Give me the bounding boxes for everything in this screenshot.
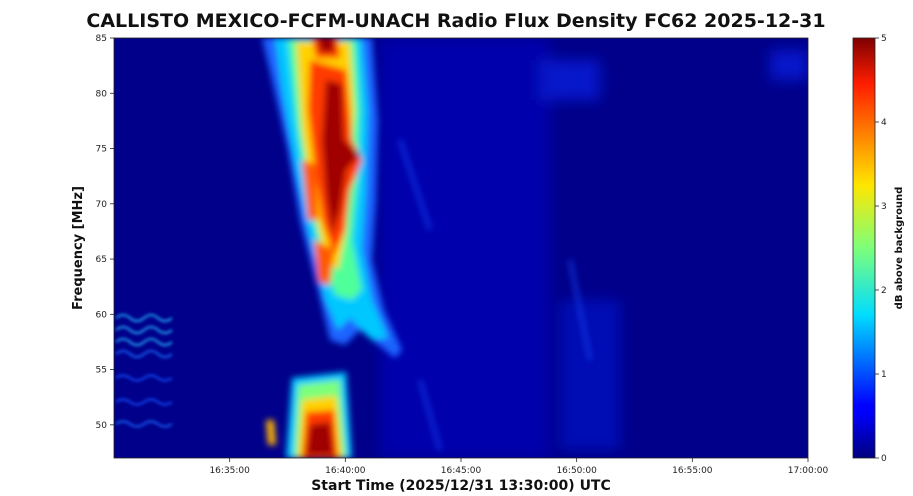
colorbar: 0 1 2 3 4 5 dB above background <box>852 34 905 464</box>
x-tick-label: 16:40:00 <box>325 466 366 476</box>
x-tick-label: 16:55:00 <box>672 466 713 476</box>
colorbar-label: dB above background <box>894 187 905 310</box>
y-tick-label: 55 <box>96 366 107 376</box>
y-tick-label: 85 <box>96 34 107 44</box>
colorbar-tick-label: 0 <box>881 454 887 464</box>
x-tick-label: 17:00:00 <box>788 466 829 476</box>
x-axis-label: Start Time (2025/12/31 13:30:00) UTC <box>311 478 611 494</box>
y-tick-label: 50 <box>96 421 108 431</box>
y-tick-label: 80 <box>96 89 108 99</box>
colorbar-tick-label: 5 <box>881 34 887 44</box>
y-tick-label: 70 <box>96 200 108 210</box>
y-tick-label: 60 <box>96 310 108 320</box>
y-axis: 50 55 60 65 70 75 80 85 <box>96 34 114 431</box>
colorbar-tick-label: 2 <box>881 286 887 296</box>
burst-emission <box>115 38 808 458</box>
x-tick-label: 16:45:00 <box>441 466 482 476</box>
y-tick-label: 75 <box>96 145 107 155</box>
x-tick-label: 16:35:00 <box>209 466 250 476</box>
y-axis-label: Frequency [MHz] <box>71 186 86 310</box>
y-tick-label: 65 <box>96 255 107 265</box>
colorbar-tick-label: 3 <box>881 202 887 212</box>
x-axis: 16:35:00 16:40:00 16:45:00 16:50:00 16:55:00… <box>209 458 828 476</box>
colorbar-tick-label: 1 <box>881 370 887 380</box>
colorbar-axis: 0 1 2 3 4 5 <box>875 34 887 464</box>
plot-area <box>113 37 809 459</box>
colorbar-tick-label: 4 <box>881 118 887 128</box>
colorbar-gradient <box>852 37 876 459</box>
x-tick-label: 16:50:00 <box>556 466 597 476</box>
chart-title: CALLISTO MEXICO-FCFM-UNACH Radio Flux De… <box>86 10 825 32</box>
